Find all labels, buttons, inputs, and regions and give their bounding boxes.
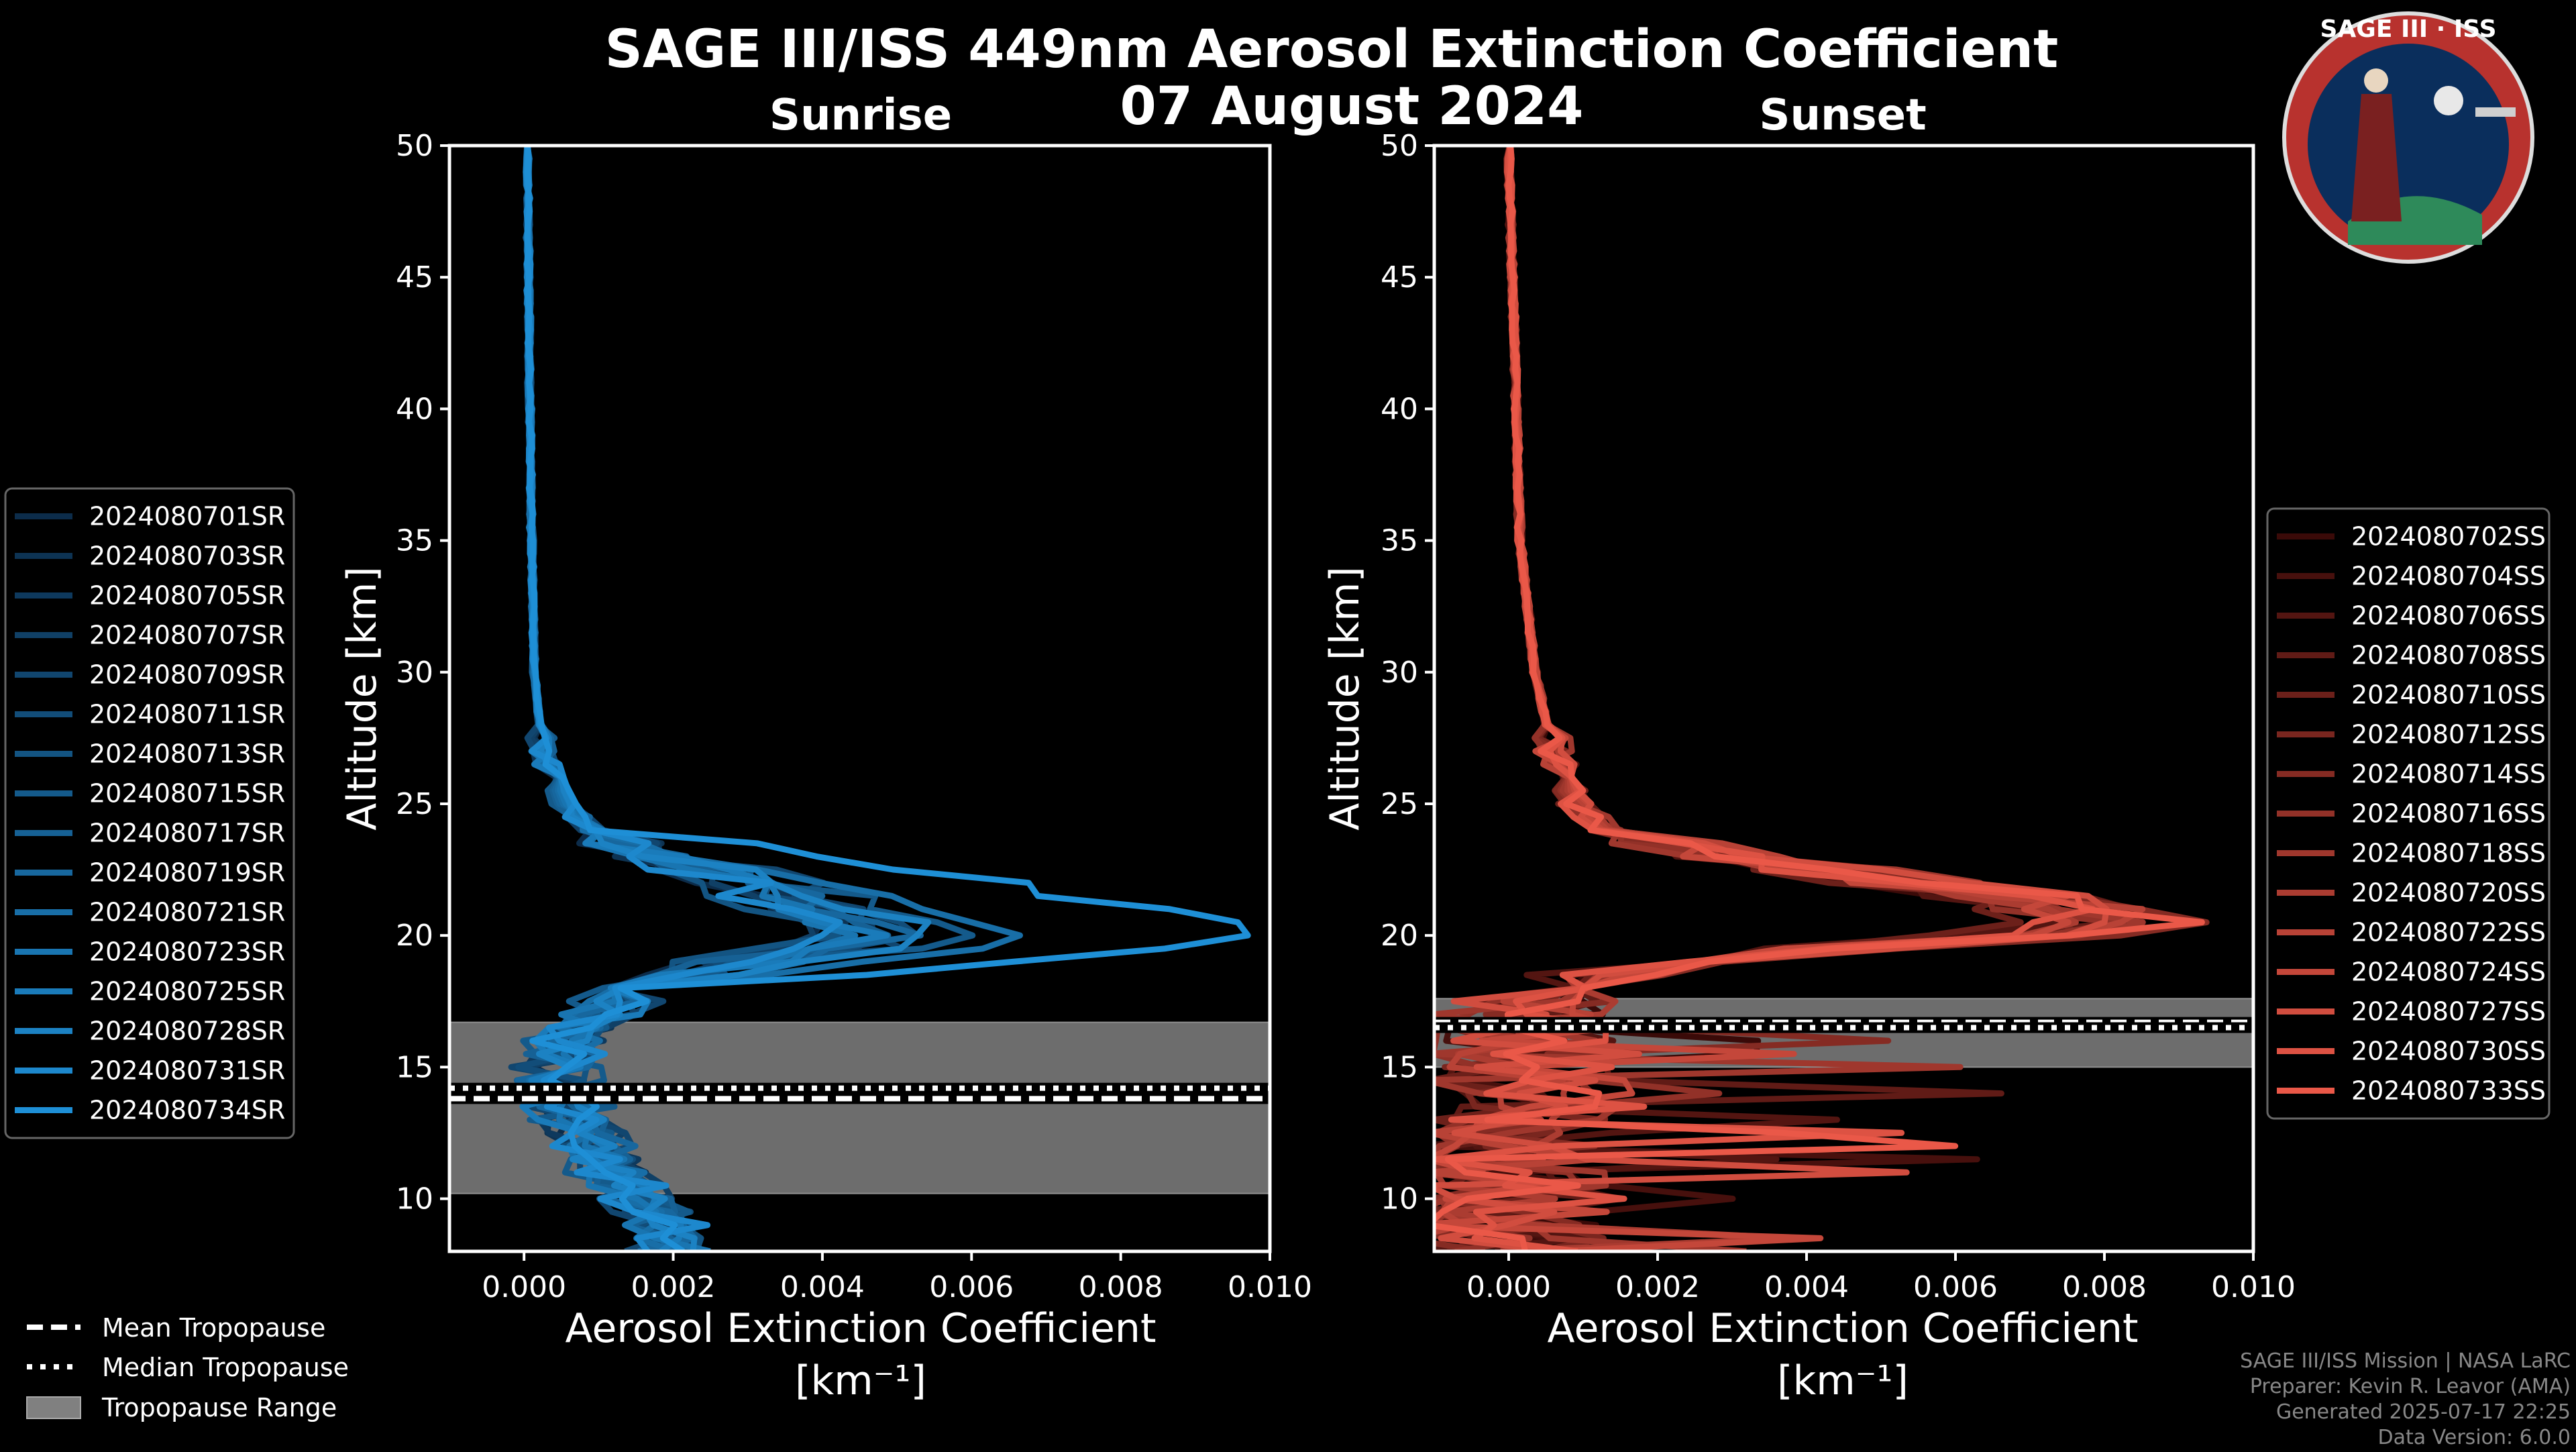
sunset-ytick-label: 45 <box>1381 260 1418 295</box>
logo-station-icon <box>2475 107 2516 117</box>
credit-line-1: SAGE III/ISS Mission | NASA LaRC <box>2240 1349 2571 1373</box>
sunrise-xtick-label: 0.008 <box>1079 1270 1163 1304</box>
sunset-legend: 2024080702SS 2024080704SS 2024080706SS 2024… <box>2266 507 2551 1120</box>
sunrise-legend-label: 2024080723SR <box>89 937 285 967</box>
sunset-legend-label: 2024080724SS <box>2351 957 2546 987</box>
sunset-ytick-label: 30 <box>1381 656 1418 690</box>
sunrise-ytick-label: 40 <box>396 392 433 426</box>
figure-title-line2: 07 August 2024 <box>1120 76 1584 137</box>
sunset-xtick-label: 0.010 <box>2211 1270 2296 1304</box>
sunset-legend-label: 2024080718SS <box>2351 839 2546 868</box>
tropopause-range-label: Tropopause Range <box>101 1393 337 1422</box>
sunset-legend-label: 2024080720SS <box>2351 878 2546 908</box>
sunset-xlabel: Aerosol Extinction Coefficient <box>1548 1305 2139 1352</box>
mission-logo: SAGE III · ISS <box>2282 11 2534 264</box>
sunrise-panel-title: Sunrise <box>769 91 952 140</box>
sunrise-legend-label: 2024080721SR <box>89 898 285 927</box>
logo-figure-icon <box>2351 94 2402 221</box>
sunrise-legend-label: 2024080713SR <box>89 739 285 769</box>
credit-line-2: Preparer: Kevin R. Leavor (AMA) <box>2250 1375 2571 1398</box>
sunset-xtick-label: 0.002 <box>1615 1270 1700 1304</box>
sunrise-xlabel: Aerosol Extinction Coefficient <box>566 1305 1157 1352</box>
credit-line-3: Generated 2025-07-17 22:25 <box>2276 1400 2571 1424</box>
sunrise-xtick-label: 0.002 <box>631 1270 716 1304</box>
figure-title-line1: SAGE III/ISS 449nm Aerosol Extinction Co… <box>605 19 2059 80</box>
sunset-legend-label: 2024080716SS <box>2351 799 2546 829</box>
sunset-xtick-label: 0.008 <box>2062 1270 2147 1304</box>
sunset-ytick-label: 25 <box>1381 787 1418 821</box>
logo-figure-head-icon <box>2364 68 2388 93</box>
sunrise-legend: 2024080701SR 2024080703SR 2024080705SR 2024… <box>4 487 295 1139</box>
sunset-plot-frame <box>1432 144 2255 1253</box>
sunrise-legend-label: 2024080709SR <box>89 660 285 690</box>
sunrise-legend-label: 2024080728SR <box>89 1017 285 1046</box>
sunrise-ylabel: Altitude [km] <box>339 566 386 831</box>
sunset-legend-label: 2024080708SS <box>2351 641 2546 670</box>
sunrise-legend-label: 2024080717SR <box>89 819 285 848</box>
logo-text: SAGE III · ISS <box>2320 15 2496 43</box>
sunset-legend-label: 2024080733SS <box>2351 1076 2546 1106</box>
sunrise-ytick-label: 30 <box>396 656 433 690</box>
logo-moon-icon <box>2434 86 2463 115</box>
sunset-ytick-label: 20 <box>1381 919 1418 953</box>
sunset-legend-label: 2024080706SS <box>2351 601 2546 631</box>
sunset-legend-label: 2024080704SS <box>2351 562 2546 591</box>
sunrise-plot-frame <box>447 144 1272 1253</box>
sunset-legend-label: 2024080722SS <box>2351 918 2546 947</box>
sunrise-ytick-label: 35 <box>396 524 433 558</box>
sunrise-ytick-label: 15 <box>396 1050 433 1084</box>
sunset-ytick-label: 35 <box>1381 524 1418 558</box>
tropopause-legend: Mean Tropopause Median Tropopause Tropop… <box>26 1313 349 1422</box>
sunset-profile-2024080733SS <box>1434 146 2205 1251</box>
sunrise-legend-frame <box>4 487 295 1139</box>
sunset-ylabel: Altitude [km] <box>1322 566 1368 831</box>
sunset-legend-label: 2024080714SS <box>2351 760 2546 789</box>
sunset-ytick-label: 15 <box>1381 1050 1418 1084</box>
sunrise-legend-label: 2024080715SR <box>89 779 285 809</box>
sunrise-legend-label: 2024080711SR <box>89 700 285 729</box>
sunset-panel-title: Sunset <box>1759 91 1926 140</box>
sunset-legend-label: 2024080702SS <box>2351 522 2546 552</box>
credit-line-4: Data Version: 6.0.0 <box>2378 1426 2571 1449</box>
sunrise-ytick-label: 50 <box>396 129 433 163</box>
sunrise-xtick-label: 0.004 <box>780 1270 865 1304</box>
sunrise-legend-label: 2024080725SR <box>89 977 285 1006</box>
sunset-xtick-label: 0.004 <box>1764 1270 1849 1304</box>
sunset-panel: Sunset 0.000 0.002 0.004 0.006 0.008 0.010 10 1… <box>1322 91 2296 1404</box>
sunrise-legend-label: 2024080703SR <box>89 541 285 571</box>
sunrise-xlabel-unit: [km⁻¹] <box>795 1357 926 1404</box>
sunset-ytick-label: 40 <box>1381 392 1418 426</box>
sunrise-ytick-label: 10 <box>396 1182 433 1216</box>
sunset-legend-label: 2024080730SS <box>2351 1037 2546 1066</box>
sunrise-legend-label: 2024080731SR <box>89 1056 285 1086</box>
sunrise-panel: Sunrise 0.000 0.002 0.004 0.006 0.008 0.010 10… <box>339 91 1312 1404</box>
sunrise-ytick-label: 25 <box>396 787 433 821</box>
sunrise-legend-label: 2024080705SR <box>89 581 285 611</box>
sunrise-xtick-label: 0.006 <box>929 1270 1014 1304</box>
sunset-legend-label: 2024080710SS <box>2351 680 2546 710</box>
sunrise-legend-label: 2024080707SR <box>89 621 285 650</box>
sunrise-xtick-label: 0.000 <box>482 1270 566 1304</box>
sunrise-ytick-label: 20 <box>396 919 433 953</box>
sunrise-ytick-label: 45 <box>396 260 433 295</box>
sunrise-legend-label: 2024080701SR <box>89 502 285 531</box>
sunset-legend-frame <box>2266 507 2551 1120</box>
sunset-xtick-label: 0.006 <box>1913 1270 1998 1304</box>
sunset-ytick-label: 50 <box>1381 129 1418 163</box>
sunset-legend-label: 2024080712SS <box>2351 720 2546 749</box>
sunrise-xtick-label: 0.010 <box>1228 1270 1312 1304</box>
sunrise-legend-label: 2024080734SR <box>89 1096 285 1125</box>
sunrise-legend-label: 2024080719SR <box>89 858 285 888</box>
sunset-xtick-label: 0.000 <box>1466 1270 1551 1304</box>
sunset-legend-label: 2024080727SS <box>2351 997 2546 1027</box>
credits: SAGE III/ISS Mission | NASA LaRC Prepare… <box>2240 1349 2571 1449</box>
tropopause-range-swatch <box>26 1396 81 1419</box>
median-tropopause-label: Median Tropopause <box>102 1353 349 1382</box>
sunset-ytick-label: 10 <box>1381 1182 1418 1216</box>
sunset-xlabel-unit: [km⁻¹] <box>1777 1357 1909 1404</box>
mean-tropopause-label: Mean Tropopause <box>102 1313 325 1343</box>
sunrise-profile-2024080734SR <box>524 146 1251 1251</box>
